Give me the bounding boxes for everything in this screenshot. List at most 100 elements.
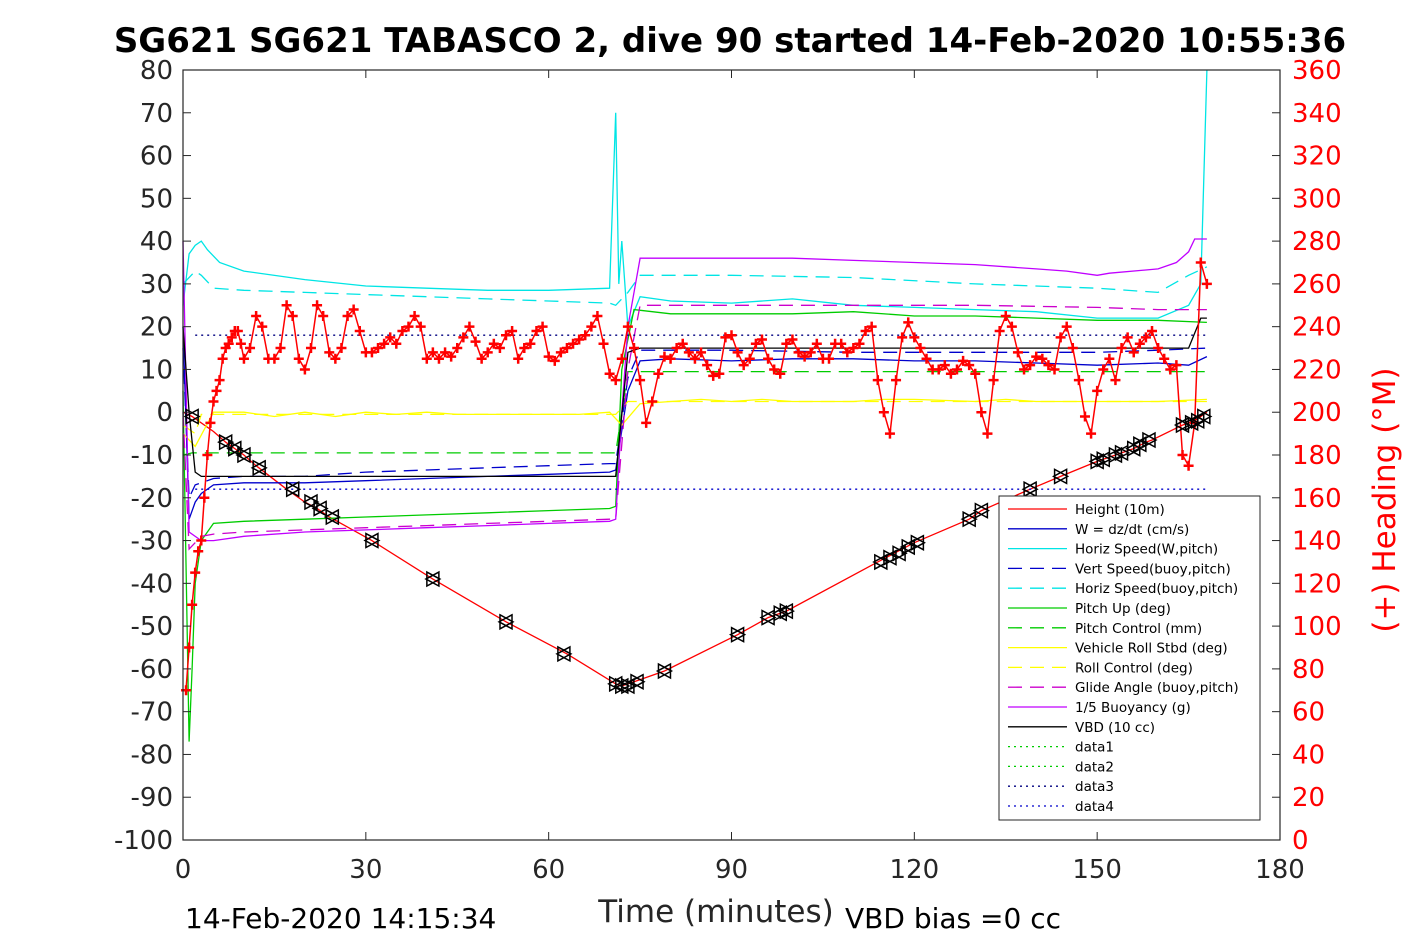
heading-point	[440, 347, 451, 358]
heading-point	[604, 368, 615, 379]
marker-triangle-left	[655, 662, 672, 680]
heading-point	[1177, 450, 1188, 460]
heading-point	[214, 375, 225, 386]
heading-point	[1031, 351, 1042, 362]
heading-point	[738, 360, 749, 371]
heading-point	[421, 353, 432, 364]
heading-point	[1000, 310, 1011, 321]
heading-point	[897, 332, 908, 343]
right-tick-label: 200	[1292, 398, 1342, 428]
marker-triangle-left	[619, 677, 635, 695]
y-tick-label: 60	[140, 142, 173, 172]
x-tick-label: 30	[349, 855, 382, 885]
heading-point	[281, 300, 292, 311]
heading-point	[342, 310, 353, 321]
heading-point	[531, 325, 542, 336]
legend-label: data3	[1075, 779, 1114, 795]
heading-point	[427, 347, 438, 358]
heading-point	[775, 368, 786, 379]
legend-label: data4	[1075, 799, 1114, 815]
heading-point	[223, 338, 234, 349]
legend-label: W = dz/dt (cm/s)	[1075, 522, 1189, 538]
legend-label: Horiz Speed(W,pitch)	[1075, 542, 1218, 558]
heading-point	[1037, 353, 1048, 364]
heading-point	[653, 368, 664, 379]
series-layer	[182, 69, 1208, 742]
heading-point	[866, 321, 877, 332]
heading-point	[1153, 343, 1164, 354]
marker-triangle-left	[908, 534, 925, 551]
marker-triangle-left	[183, 408, 199, 425]
series-line	[182, 326, 1208, 520]
series-line	[182, 304, 1207, 551]
legend-box	[998, 495, 1261, 821]
heading-point	[208, 396, 219, 407]
right-tick-label: 260	[1292, 270, 1342, 300]
heading-point	[235, 338, 246, 349]
heading-point	[945, 368, 956, 379]
right-tick-label: 280	[1292, 227, 1342, 257]
heading-point	[635, 375, 646, 386]
heading-point	[586, 321, 597, 332]
heading-point	[1079, 411, 1090, 422]
heading-point	[848, 343, 859, 354]
heading-point	[391, 338, 402, 349]
right-tick-label: 320	[1292, 142, 1342, 172]
marker-triangle-left	[424, 570, 440, 588]
heading-point	[964, 360, 975, 371]
x-axis-label: Time (minutes)	[597, 894, 833, 930]
heading-point	[1067, 343, 1078, 354]
heading-point	[184, 642, 195, 653]
x-tick-label: 150	[1072, 855, 1122, 885]
heading-point	[452, 343, 463, 354]
y-tick-label: -70	[131, 698, 173, 728]
heading-point	[903, 317, 914, 328]
heading-point	[1019, 364, 1030, 375]
right-tick-label: 340	[1292, 99, 1342, 129]
right-tick-label: 0	[1292, 826, 1309, 856]
heading-point	[494, 343, 505, 354]
heading-point	[976, 407, 987, 418]
marker-triangle-left	[235, 446, 251, 464]
legend-label: Vert Speed(buoy,pitch)	[1075, 561, 1231, 577]
heading-point	[1025, 360, 1036, 371]
marker-triangle-left	[890, 545, 906, 562]
legend: Height (10m) W = dz/dt (cm/s) Horiz Speed(…	[998, 495, 1261, 821]
heading-point	[1201, 278, 1212, 289]
heading-point	[1049, 364, 1060, 375]
heading-point	[1183, 460, 1194, 471]
marker-triangle-left	[497, 613, 513, 631]
heading-point	[232, 325, 243, 336]
y-tick-label: -20	[131, 484, 173, 514]
heading-point	[769, 364, 780, 375]
marker-triangle-left	[1131, 436, 1147, 453]
heading-point	[379, 338, 390, 349]
heading-point	[1092, 385, 1103, 396]
marker-triangle-left	[777, 602, 794, 620]
heading-point	[470, 336, 481, 347]
heading-point	[543, 351, 554, 362]
heading-point	[994, 325, 1005, 336]
heading-point	[878, 407, 889, 418]
right-tick-label: 160	[1292, 484, 1342, 514]
marker-triangle-left	[555, 645, 571, 663]
right-tick-label: 180	[1292, 441, 1342, 471]
heading-point	[190, 567, 201, 578]
legend-label: Roll Control (deg)	[1075, 660, 1193, 676]
chart-title: SG621 SG621 TABASCO 2, dive 90 started 1…	[114, 21, 1346, 61]
marker-triangle-left	[899, 538, 915, 556]
y-tick-label: 50	[140, 184, 173, 214]
heading-point	[324, 347, 335, 358]
heading-point	[354, 325, 365, 336]
x-tick-label: 120	[890, 855, 940, 885]
heading-point	[1159, 353, 1170, 364]
marker-triangle-left	[323, 508, 340, 526]
legend-label: data1	[1075, 740, 1114, 756]
right-axis: 3603403203002802602402202001801601401201…	[1272, 56, 1342, 856]
legend-label: Height (10m)	[1075, 502, 1165, 518]
heading-point	[299, 364, 310, 375]
heading-point	[689, 353, 700, 364]
right-tick-label: 300	[1292, 184, 1342, 214]
x-tick-label: 180	[1255, 855, 1305, 885]
